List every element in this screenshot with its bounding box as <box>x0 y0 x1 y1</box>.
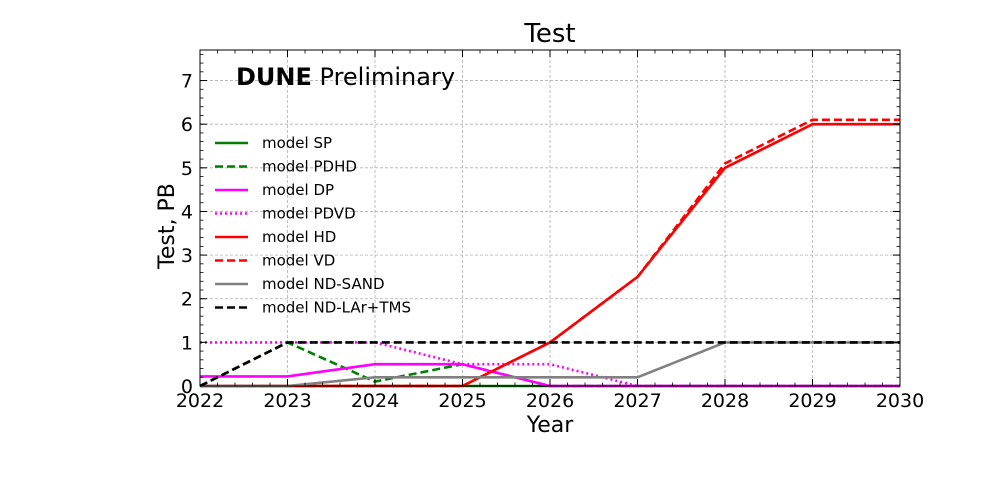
x-tick-label: 2029 <box>788 390 836 412</box>
legend-label: model HD <box>262 228 336 246</box>
legend-label: model ND-LAr+TMS <box>262 299 411 317</box>
x-tick-label: 2027 <box>613 390 661 412</box>
legend-label: model PDHD <box>262 158 357 176</box>
x-tick-label: 2026 <box>526 390 574 412</box>
legend-label: model ND-SAND <box>262 275 385 293</box>
ticks-layer: 2022 2023 2024 2025 2026 2027 2028 2029 2030 0 1 2 3… <box>176 50 924 412</box>
x-tick-label: 2030 <box>876 390 924 412</box>
y-tick-label: 3 <box>181 245 193 267</box>
legend-label: model DP <box>262 181 334 199</box>
y-tick-label: 7 <box>181 71 193 93</box>
brand-rest-text: Preliminary <box>312 63 455 91</box>
legend-label: model VD <box>262 252 335 270</box>
y-axis-label: Test, PB <box>155 183 180 270</box>
y-tick-label: 0 <box>181 376 193 398</box>
x-tick-label: 2023 <box>263 390 311 412</box>
legend-label: model PDVD <box>262 205 356 223</box>
brand-label: DUNE Preliminary <box>236 63 455 91</box>
series-line-model-nd-lar-tms <box>199 341 900 388</box>
brand-bold-text: DUNE <box>236 63 312 91</box>
legend-label: model SP <box>262 134 332 152</box>
y-tick-label: 1 <box>181 332 193 354</box>
y-tick-label: 2 <box>181 289 193 311</box>
chart-title: Test <box>523 19 575 49</box>
legend: model SP model PDHD model DP model PDVD mode… <box>215 134 411 317</box>
x-axis-label: Year <box>526 413 575 438</box>
x-tick-label: 2025 <box>438 390 486 412</box>
x-tick-label: 2028 <box>701 390 749 412</box>
y-tick-label: 6 <box>181 114 193 136</box>
y-tick-label: 5 <box>181 158 193 180</box>
x-tick-label: 2024 <box>351 390 399 412</box>
y-tick-label: 4 <box>181 201 193 223</box>
x-tick-label: 2022 <box>176 390 224 412</box>
